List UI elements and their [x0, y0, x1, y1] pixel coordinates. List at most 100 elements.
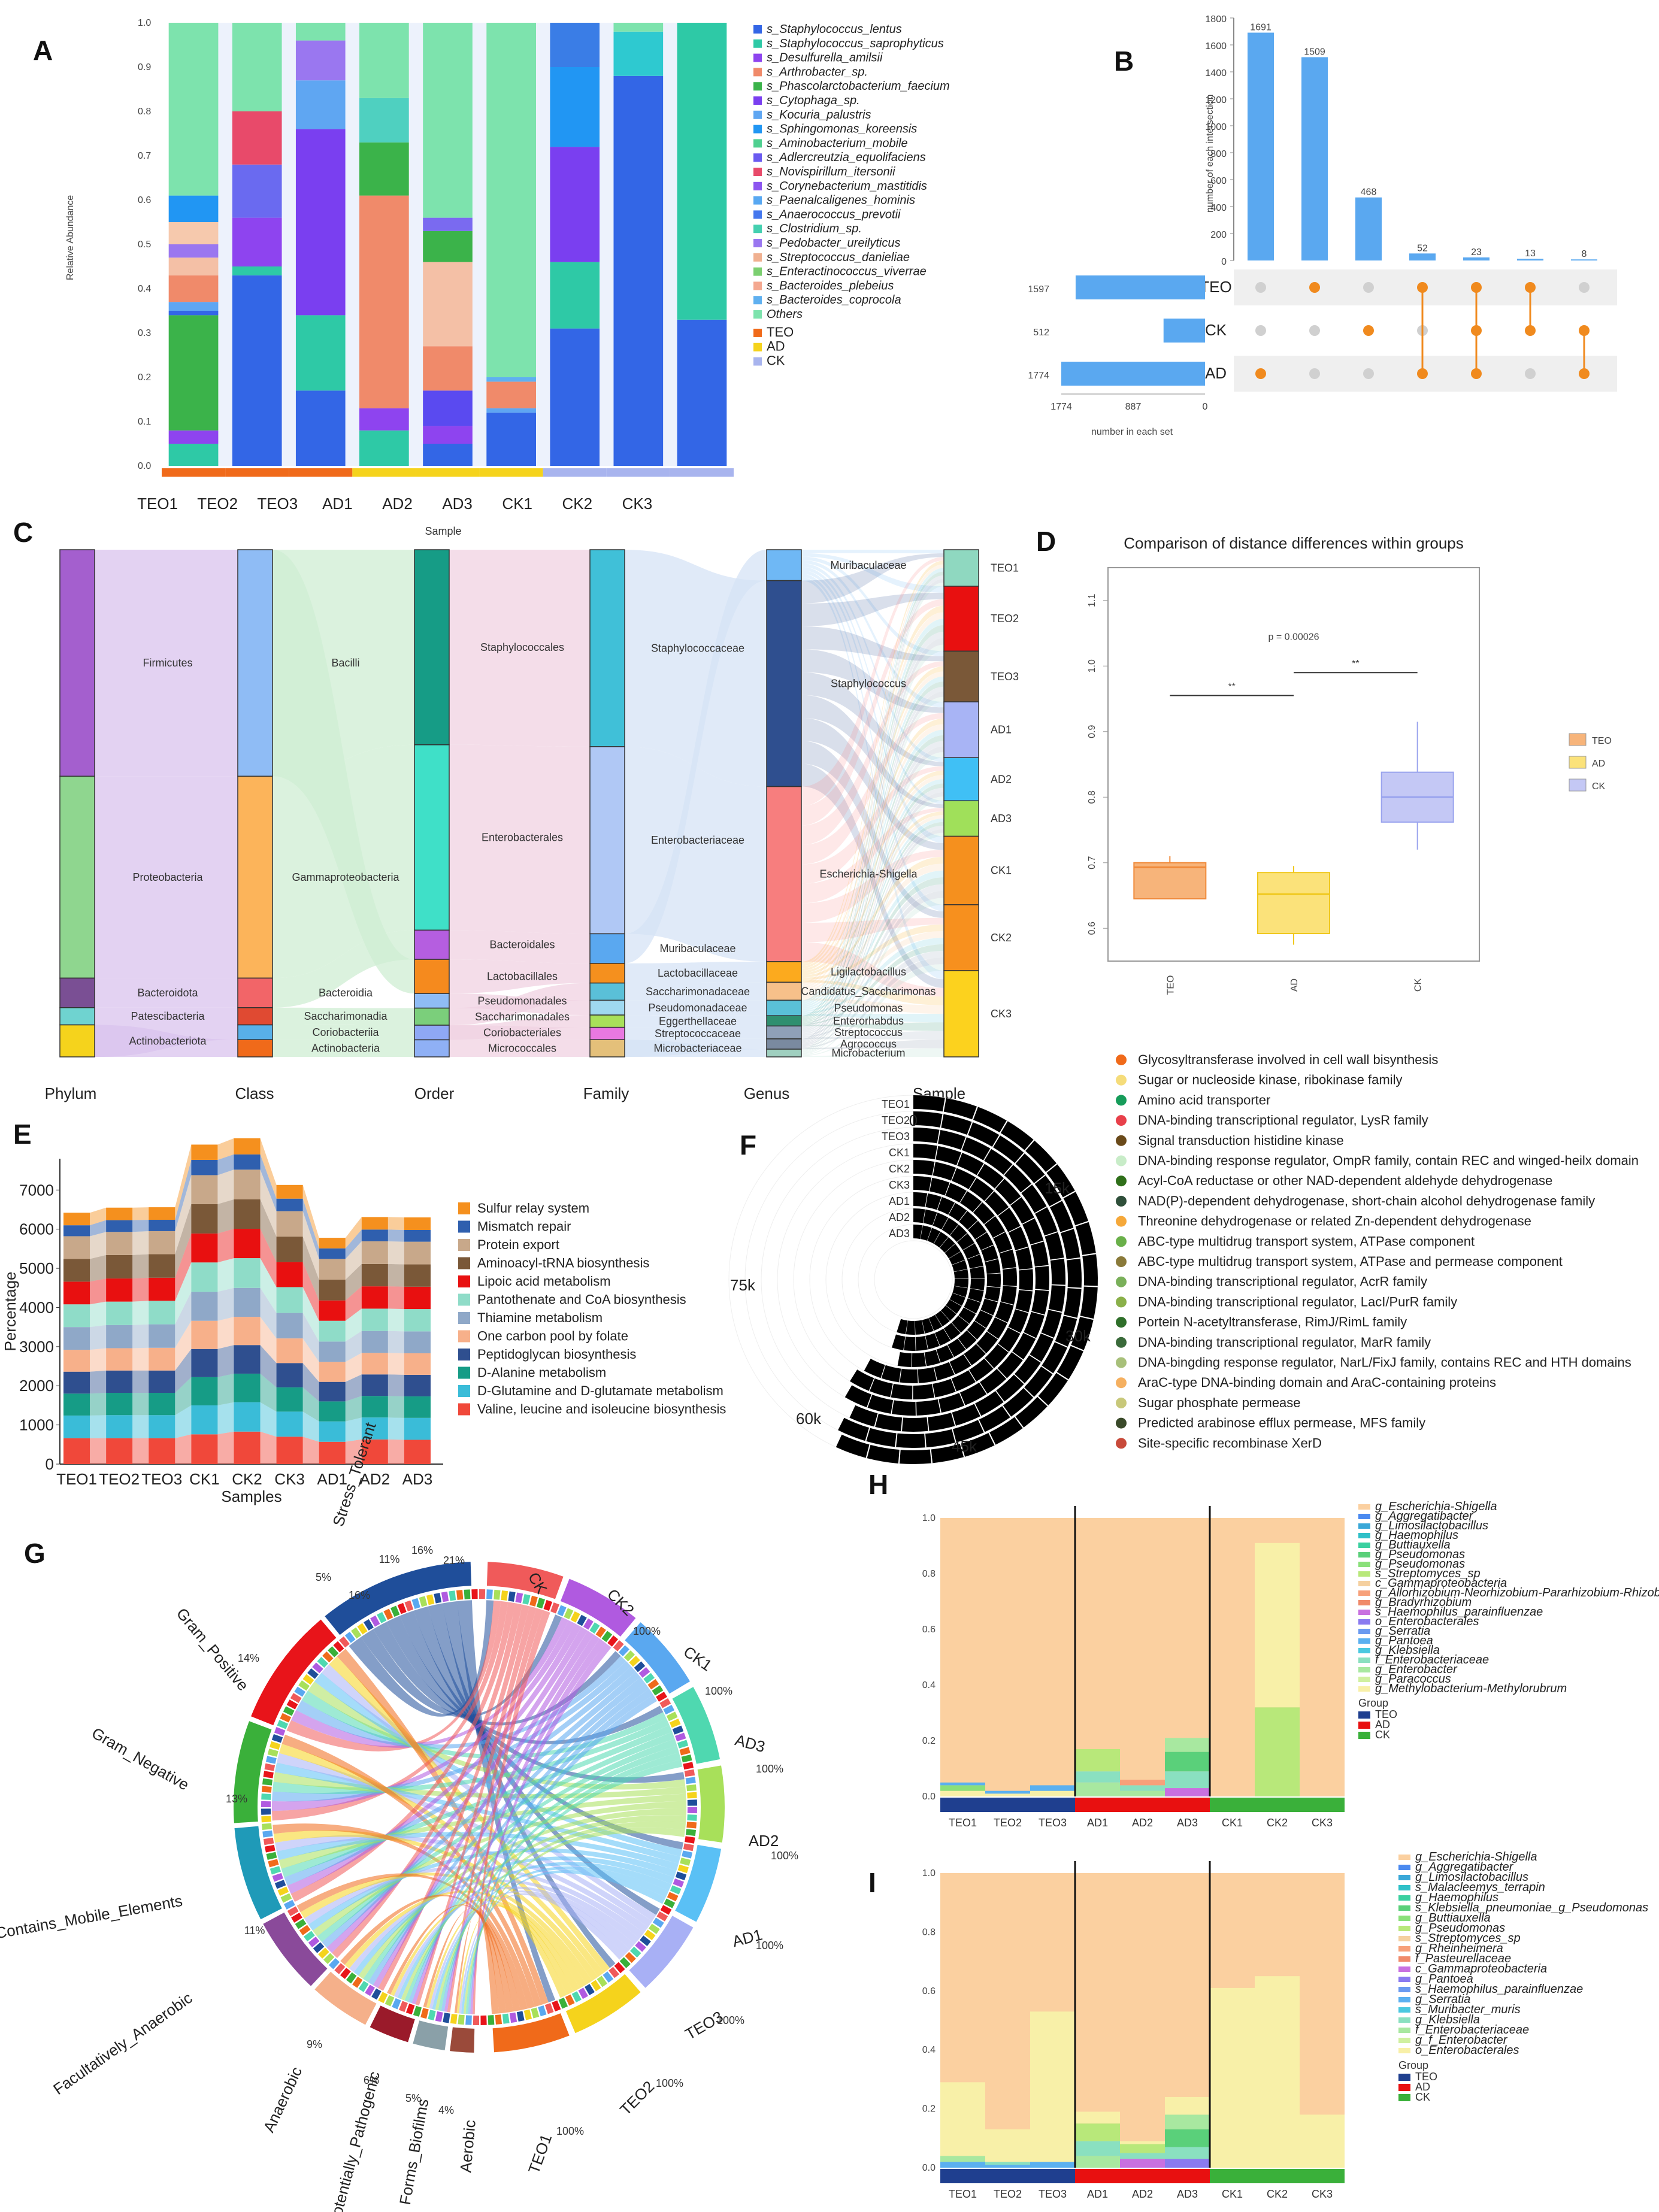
c-node-label: Muribaculaceae [659, 943, 735, 955]
i-legend-swatch [1398, 1966, 1410, 1972]
c-flow [801, 796, 944, 1054]
e-column-segment [319, 1441, 346, 1464]
a-bar-segment [232, 275, 282, 466]
f-ring-segment [995, 1302, 1014, 1323]
g-inner-ring [346, 1972, 357, 1984]
i-bar-segment [985, 2162, 1030, 2165]
e-area-band [217, 1258, 234, 1292]
b-matrix-dot [1525, 368, 1536, 379]
c-flow [801, 556, 944, 656]
h-legend-label: g_Pantoea [1375, 1634, 1433, 1647]
g-trait-arc [370, 2005, 415, 2043]
g-inner-ring [659, 1698, 671, 1708]
f-ring-segment [931, 1444, 964, 1463]
f-ring-segment [968, 1122, 1000, 1147]
e-column-segment [63, 1259, 90, 1282]
e-area-band [302, 1184, 319, 1249]
f-ring-segment [968, 1289, 984, 1302]
d-box [1133, 862, 1207, 899]
c-flow [625, 961, 767, 983]
g-chord [329, 1656, 610, 1972]
g-sample-pct: 100% [633, 1625, 661, 1637]
f-ring-segment [897, 1319, 908, 1335]
e-column-segment [276, 1198, 303, 1211]
e-column-segment [276, 1437, 303, 1464]
i-group-legend-label: CK [1415, 2091, 1430, 2103]
f-ring-segment [976, 1331, 998, 1354]
i-group-legend-swatch [1398, 2074, 1410, 2081]
c-flow [801, 560, 944, 708]
a-connector [408, 23, 423, 466]
f-ring-segment [958, 1307, 976, 1324]
e-column-segment [234, 1431, 261, 1464]
e-area-band [387, 1353, 404, 1375]
g-trait-label: Forms_Biofilms [396, 2098, 432, 2207]
a-legend-label: s_Adlercreutzia_equolifaciens [767, 151, 926, 164]
f-ring-segment [1075, 1222, 1096, 1255]
c-flow [801, 937, 944, 1014]
f-ring-segment [938, 1130, 966, 1150]
f-ring-segment [913, 1384, 935, 1399]
i-legend-label: g_Pseudomonas [1415, 1922, 1505, 1935]
g-trait-pct: 16% [349, 1589, 370, 1601]
f-ring-segment [956, 1233, 975, 1250]
e-area-band [90, 1348, 107, 1372]
g-inner-ring [479, 1589, 486, 1599]
c-flow [801, 917, 944, 943]
e-column-segment [191, 1144, 218, 1160]
b-matrix-dot [1255, 282, 1266, 293]
e-column-segment [234, 1169, 261, 1199]
g-inner-ring [270, 1741, 281, 1750]
c-node-label: Enterobacterales [482, 832, 563, 844]
f-ring-segment [979, 1406, 1010, 1432]
e-area-band [345, 1263, 362, 1301]
a-legend-swatch [753, 82, 762, 91]
f-ring-segment [985, 1286, 1001, 1302]
c-flow [801, 792, 944, 1045]
e-area-band [387, 1308, 404, 1332]
f-ring-label: CK2 [889, 1163, 910, 1175]
c-node [237, 549, 273, 777]
g-sample-label: AD2 [749, 1832, 779, 1850]
a-legend-label: s_Pedobacter_ureilyticus [767, 237, 900, 250]
e-column-segment [276, 1363, 303, 1387]
e-legend-label: Thiamine metabolism [477, 1310, 603, 1325]
h-legend-label: g_Pseudomonas [1375, 1548, 1465, 1561]
a-legend-swatch [753, 25, 762, 34]
f-ring-segment [959, 1382, 987, 1405]
e-column-segment [191, 1434, 218, 1464]
g-inner-ring [397, 1602, 407, 1614]
a-legend-swatch [753, 68, 762, 77]
c-flow [801, 741, 944, 1032]
e-column-segment [361, 1396, 388, 1418]
b-matrix-dot [1363, 282, 1374, 293]
panel-h-stacked-bar-chart: 0.0 0.2 0.4 0.6 0.8 1.0 TEO1 TEO2 TEO3 AD1 AD2 AD3 C… [922, 1500, 1659, 1829]
f-ring-segment [1004, 1165, 1032, 1193]
g-inner-ring [280, 1713, 292, 1723]
g-sample-pct: 100% [556, 2125, 584, 2137]
f-ring-segment [961, 1432, 995, 1457]
c-node [237, 775, 273, 979]
g-inner-ring [456, 1590, 464, 1600]
g-inner-ring [644, 1929, 656, 1941]
g-inner-ring [552, 2000, 561, 2012]
e-area-band [260, 1229, 277, 1287]
f-ring-segment [900, 1449, 931, 1464]
c-flow [449, 550, 590, 747]
g-inner-ring [625, 1952, 636, 1963]
c-node-label: Muribaculaceae [830, 559, 906, 571]
c-node-label: Lactobacillaceae [658, 967, 738, 979]
i-y-tick: 0.8 [922, 1927, 936, 1937]
a-bar-segment [168, 444, 219, 466]
e-area-band [302, 1198, 319, 1259]
d-legend-swatch [1569, 756, 1587, 769]
g-trait-pct: 21% [443, 1555, 465, 1566]
c-flow [801, 566, 944, 805]
f-ring-segment [891, 1383, 913, 1399]
a-x-label: Sample [425, 525, 461, 537]
a-group-bar [225, 468, 289, 477]
a-bar-segment [423, 426, 473, 444]
e-legend-swatch [458, 1293, 470, 1306]
h-y-tick: 0.4 [922, 1680, 936, 1690]
f-ring-segment [912, 1352, 927, 1367]
